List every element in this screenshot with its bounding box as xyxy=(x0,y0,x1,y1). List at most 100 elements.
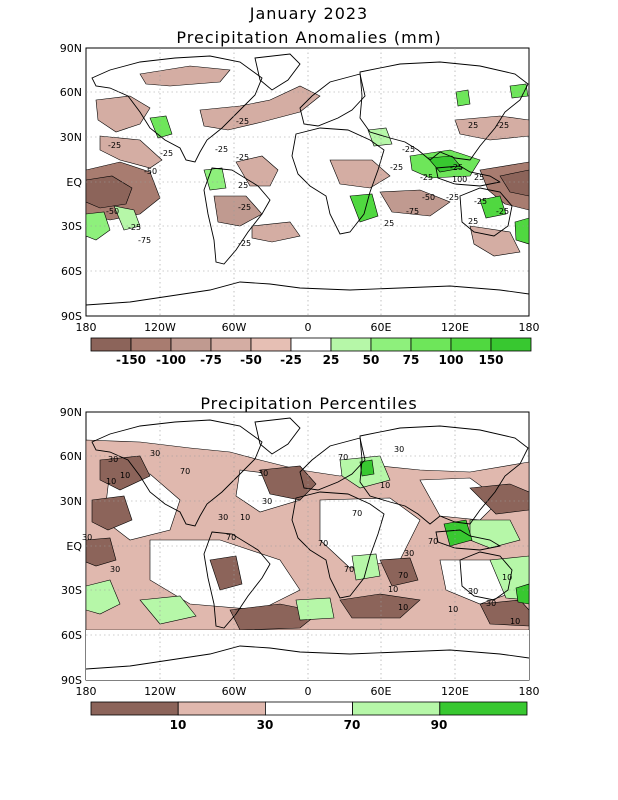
contour-label: 30 xyxy=(404,549,414,558)
percentile-map-field xyxy=(86,417,529,680)
lon-label: 60W xyxy=(222,321,247,334)
colorbar-label: -75 xyxy=(200,353,222,367)
colorbar-label: 100 xyxy=(438,353,463,367)
contour-label: -25 xyxy=(108,141,121,150)
contour-label: 30 xyxy=(468,587,478,596)
colorbar-swatch xyxy=(410,337,452,352)
contour-label: -25 xyxy=(236,153,249,162)
percentile-map-title: Precipitation Percentiles xyxy=(200,394,418,413)
colorbar-label: 75 xyxy=(403,353,420,367)
colorbar-label: 25 xyxy=(323,353,340,367)
contour-label: 70 xyxy=(226,533,236,542)
contour-label: -25 xyxy=(446,193,459,202)
colorbar-swatch xyxy=(170,337,212,352)
percentile-colorbar xyxy=(90,701,528,716)
contour-label: 70 xyxy=(398,571,408,580)
lat-label: 30N xyxy=(60,495,82,508)
contour-label: 10 xyxy=(380,481,390,490)
lat-label: 60N xyxy=(60,86,82,99)
lon-label: 180 xyxy=(76,685,97,698)
contour-label: -75 xyxy=(406,207,419,216)
colorbar-label: 30 xyxy=(257,718,274,732)
lon-label: 60E xyxy=(371,685,392,698)
colorbar-swatch xyxy=(264,701,353,716)
lon-label: 0 xyxy=(305,685,312,698)
anomaly-contour-labels: -25-25-25-50-50-25-2525-25-25-25-25-2525… xyxy=(106,117,509,248)
contour-label: -25 xyxy=(390,163,403,172)
lat-label: 90S xyxy=(61,310,82,323)
percentile-lon-labels: 180 120W 60W 0 60E 120E 180 xyxy=(76,685,540,698)
anomaly-map-field xyxy=(86,53,529,306)
lon-label: 120W xyxy=(144,685,176,698)
lon-label: 120E xyxy=(441,321,469,334)
colorbar-swatch xyxy=(490,337,532,352)
contour-label: 30 xyxy=(218,513,228,522)
anomaly-grid xyxy=(86,48,529,316)
anomaly-map: -25 -25 -25 -50 -50 -25 -25 25 -25 -25 -25 -25 -25 25… xyxy=(60,42,540,367)
contour-label: 10 xyxy=(120,471,130,480)
lat-label: 90N xyxy=(60,42,82,55)
contour-label: -25 xyxy=(238,203,251,212)
colorbar-swatch xyxy=(210,337,252,352)
contour-label: 30 xyxy=(258,469,268,478)
contour-label: 25 xyxy=(384,219,394,228)
colorbar-swatch xyxy=(370,337,412,352)
contour-label: -25 xyxy=(402,145,415,154)
contour-label: 10 xyxy=(510,617,520,626)
lat-label: 30S xyxy=(61,220,82,233)
colorbar-label: -100 xyxy=(156,353,186,367)
colorbar-swatch xyxy=(177,701,266,716)
colorbar-label: -50 xyxy=(240,353,262,367)
lat-label: 60S xyxy=(61,265,82,278)
contour-label: 70 xyxy=(352,509,362,518)
lat-label: EQ xyxy=(66,176,82,189)
colorbar-label: -25 xyxy=(280,353,302,367)
contour-label: 30 xyxy=(486,599,496,608)
contour-label: -25 xyxy=(420,173,433,182)
contour-label: -75 xyxy=(138,236,151,245)
colorbar-label: 90 xyxy=(431,718,448,732)
lon-label: 60W xyxy=(222,685,247,698)
contour-label: -50 xyxy=(422,193,435,202)
percentile-contour-labels: 30 10 30 70 30 30 10 10 30 70 70 30 10 70 30 30 70 70 30 70… xyxy=(82,445,520,626)
contour-label: -25 xyxy=(496,121,509,130)
colorbar-swatch xyxy=(90,701,179,716)
percentile-grid xyxy=(86,412,529,680)
contour-label: 70 xyxy=(318,539,328,548)
contour-label: 70 xyxy=(344,565,354,574)
colorbar-swatch xyxy=(450,337,492,352)
contour-label: -25 xyxy=(450,163,463,172)
colorbar-label: 50 xyxy=(363,353,380,367)
colorbar-label: 10 xyxy=(170,718,187,732)
contour-label: 30 xyxy=(110,565,120,574)
contour-label: -25 xyxy=(496,207,509,216)
colorbar-swatch xyxy=(290,337,332,352)
colorbar-swatch xyxy=(250,337,292,352)
lon-label: 180 xyxy=(519,321,540,334)
lat-label: 30S xyxy=(61,584,82,597)
percentile-colorbar-labels: 10 30 70 90 xyxy=(170,718,448,732)
contour-label: 30 xyxy=(394,445,404,454)
contour-label: 70 xyxy=(338,453,348,462)
anomaly-colorbar xyxy=(90,337,532,352)
colorbar-swatch xyxy=(90,337,132,352)
contour-label: 30 xyxy=(262,497,272,506)
contour-label: 10 xyxy=(398,603,408,612)
lat-label: 60S xyxy=(61,629,82,642)
contour-label: 10 xyxy=(502,573,512,582)
contour-label: 30 xyxy=(82,533,92,542)
lon-label: 120E xyxy=(441,685,469,698)
lat-label: 90N xyxy=(60,406,82,419)
lat-label: EQ xyxy=(66,540,82,553)
percentile-map: 30 10 30 70 30 30 10 10 30 70 70 30 10 70 30 30 70 70 30 70… xyxy=(60,406,540,732)
contour-label: -25 xyxy=(236,117,249,126)
contour-label: 70 xyxy=(428,537,438,546)
anomaly-map-title: Precipitation Anomalies (mm) xyxy=(176,28,442,47)
colorbar-swatch xyxy=(439,701,528,716)
anomaly-colorbar-labels: -150 -100 -75 -50 -25 25 50 75 100 150 xyxy=(116,353,504,367)
lat-label: 30N xyxy=(60,131,82,144)
contour-label: -25 xyxy=(238,239,251,248)
month-title: January 2023 xyxy=(249,4,369,23)
lon-label: 60E xyxy=(371,321,392,334)
contour-label: 30 xyxy=(150,449,160,458)
